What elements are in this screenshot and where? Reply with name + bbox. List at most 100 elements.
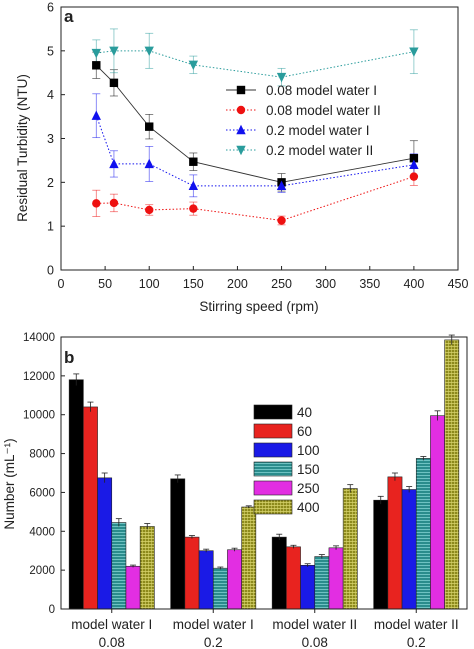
panel-b-bar-150 [111,522,127,610]
panel-a-point-series-1 [92,199,101,208]
panel-a-point-series-2 [188,180,199,191]
panel-b-bar-150 [212,567,228,610]
panel-a-point-series-1 [277,216,286,225]
panel-b-legend-label-60: 60 [297,424,312,439]
panel-a-legend-marker-0 [236,85,246,95]
panel-a-point-series-0 [409,154,419,163]
panel-a-ticks: 0 1 2 3 4 5 6 0 50 100 150 200 250 300 350 400 450 [47,1,468,292]
panel-b-y-tick-label: 4000 [29,526,55,538]
panel-a-point-series-3 [91,48,101,59]
panel-a-y-tick-label: 1 [47,220,54,234]
panel-b-x-category-label: model water I [173,617,254,632]
panel-b-bar-100 [300,564,316,610]
panel-b-bar-40 [170,478,186,610]
panel-b-legend-swatch-150 [253,461,293,477]
panel-a-point-series-3 [276,72,287,83]
panel-a-point-series-3 [188,60,199,71]
panel-a-x-tick-label: 450 [448,277,469,291]
panel-b-legend-label-150: 150 [297,462,320,477]
panel-b-legend-label-400: 400 [297,500,320,515]
panel-b-y-tick-label: 14000 [23,332,55,344]
panel-b-x-category-label: model water II [272,617,357,632]
panel-b-bar-100 [198,550,214,610]
panel-b-bar-60 [184,536,200,610]
panel-b-legend: 40 60 100 150 250 400 [253,404,320,515]
panel-b-bar-250 [125,565,141,610]
panel-a-series-line-3 [96,50,414,78]
panel-b-bar-60 [83,406,98,610]
panel-a-y-tick-label: 3 [47,132,54,146]
panel-a-point-series-2 [109,158,119,169]
panel-a-legend-marker-3 [236,145,246,156]
panel-a-markers [91,46,419,225]
panel-b-bar-60 [387,476,403,610]
panel-b-y-tick-label: 6000 [29,487,55,499]
panel-b-bar-60 [286,546,301,610]
panel-b-x-category-value: 0.2 [407,635,426,649]
panel-a-point-series-1 [145,205,154,215]
panel-b-bar-250 [227,549,242,610]
panel-b-bar-100 [97,477,113,610]
panel-a-point-series-2 [409,159,419,169]
panel-a-point-series-0 [189,157,198,166]
panel-b-y-axis-title: Number (mL⁻¹) [2,438,17,529]
panel-a-point-series-2 [276,180,287,191]
panel-a-y-tick-label: 4 [47,88,54,102]
panel-b-plot-frame [60,336,468,610]
panel-a-y-axis-title: Residual Turbidity (NTU) [15,74,30,222]
panel-b-bar-400 [139,526,155,610]
panel-b-bar-250 [328,547,344,610]
panel-a-point-series-3 [409,47,419,57]
panel-a-line-chart: a Residual Turbidity (NTU) Stirring spee… [15,1,468,315]
panel-a-x-tick-label: 350 [359,277,380,291]
panel-a-point-series-1 [109,198,119,208]
panel-a-plot-frame [60,6,459,271]
panel-b-bar-40 [271,536,287,610]
panel-b-bar-400 [342,488,358,610]
panel-a-y-tick-label: 2 [47,176,54,190]
panel-a-y-tick-label: 6 [47,1,54,15]
panel-a-x-tick-label: 400 [403,277,424,291]
panel-b-x-category-label: model water I [71,617,152,632]
panel-b-legend-swatch-400 [253,499,293,515]
panel-a-point-series-0 [109,78,119,88]
panel-a-x-tick-label: 0 [58,277,65,291]
panel-a-point-series-0 [92,61,101,70]
panel-b-legend-swatch-100 [253,442,293,458]
panel-a-y-tick-label: 5 [47,44,54,58]
panel-b-legend-label-100: 100 [297,443,320,458]
panel-a-series-line-1 [96,176,415,221]
panel-a-legend-label-0: 0.08 model water I [266,83,377,98]
panel-b-legend-swatch-40 [253,404,293,420]
panel-a-legend-label-3: 0.2 model water II [266,143,373,158]
panel-a-x-tick-label: 300 [315,277,336,291]
panel-a-point-series-0 [145,122,154,131]
panel-b-x-category-value: 0.2 [204,635,223,649]
panel-b-bar-chart: b Number (mL⁻¹) 0 2000 4000 6000 8000 10000 12… [2,332,468,649]
panel-a-legend: 0.08 model water I 0.08 model water II 0.2… [226,83,381,158]
panel-a-x-tick-label: 200 [227,277,248,291]
panel-a-point-series-3 [109,46,119,57]
panel-b-bar-400 [444,339,460,610]
panel-b-bar-40 [68,379,84,610]
panel-a-legend-marker-2 [236,124,246,135]
panel-b-y-tick-label: 8000 [29,449,55,461]
panel-a-x-axis-title: Stirring speed (rpm) [199,299,318,314]
panel-a-y-tick-label: 0 [47,264,54,278]
panel-b-y-tick-label: 2000 [29,565,55,577]
panel-b-y-tick-label: 10000 [23,410,55,422]
panel-a-x-tick-label: 50 [98,277,112,291]
panel-b-bar-150 [314,556,330,610]
panel-b-x-category-value: 0.08 [99,635,125,649]
panel-b-y-tick-label: 0 [49,604,55,616]
panel-b-label: b [64,348,74,367]
panel-b-bar-400 [241,506,257,610]
panel-b-bar-100 [401,489,417,610]
panel-b-ticks: 0 2000 4000 6000 8000 10000 12000 14000 model wa… [23,332,459,649]
panel-a-series-line-2 [95,115,414,187]
panel-a-point-series-2 [144,158,154,169]
panel-b-bar-150 [415,458,431,610]
panel-a-x-tick-label: 250 [271,277,292,291]
panel-a-point-series-2 [91,110,101,120]
